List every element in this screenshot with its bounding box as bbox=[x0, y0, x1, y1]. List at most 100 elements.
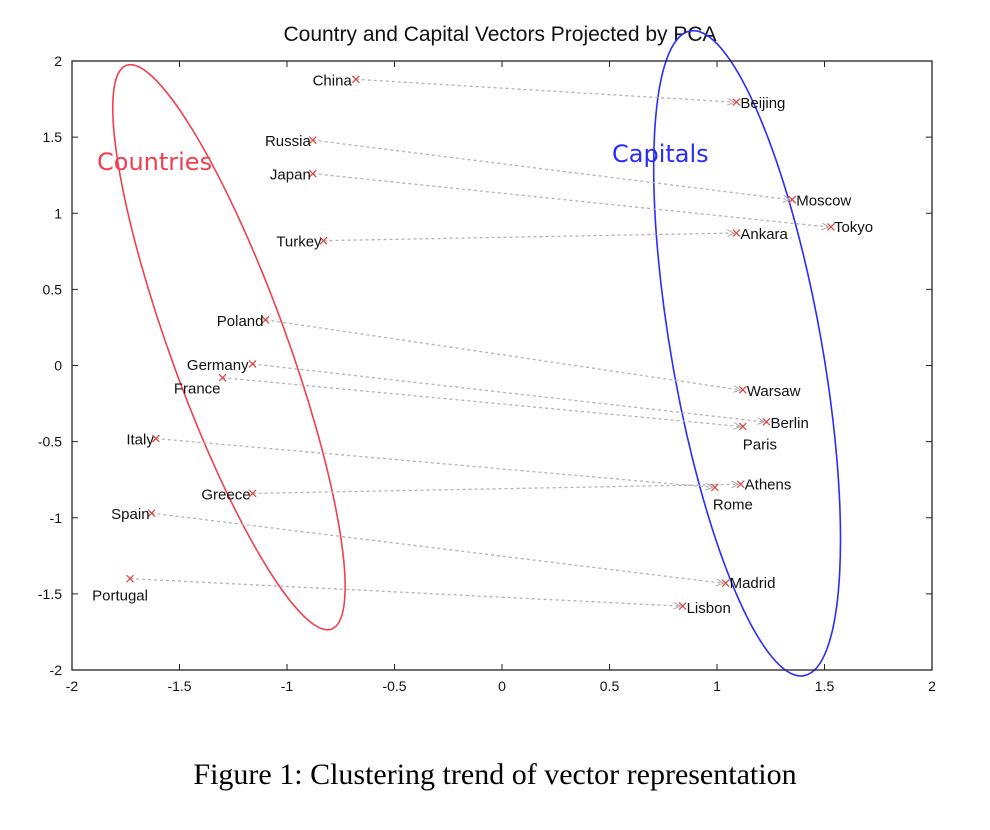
marker-russia-stroke bbox=[308, 136, 317, 145]
marker-tokyo bbox=[827, 223, 835, 231]
arrow-china-to-beijing bbox=[355, 78, 734, 102]
marker-lisbon bbox=[678, 602, 687, 610]
marker-greece-stroke bbox=[248, 489, 257, 498]
y-tick-label: -2 bbox=[50, 662, 63, 678]
marker-athens bbox=[736, 480, 745, 489]
marker-rome bbox=[710, 483, 719, 492]
marker-poland bbox=[261, 315, 270, 324]
capital-label: Berlin bbox=[770, 415, 808, 432]
capital-label: Beijing bbox=[740, 95, 785, 112]
marker-moscow bbox=[788, 195, 797, 204]
country-label: Germany bbox=[187, 357, 249, 374]
y-tick-label: 2 bbox=[54, 53, 62, 69]
capital-label: Moscow bbox=[796, 193, 851, 210]
pca-scatter-chart: Country and Capital Vectors Projected by… bbox=[38, 23, 936, 694]
marker-rome-stroke bbox=[710, 483, 719, 492]
y-tick-label: 1 bbox=[54, 205, 62, 221]
marker-japan-stroke bbox=[308, 169, 317, 178]
y-tick-label: -0.5 bbox=[38, 434, 62, 450]
arrow-italy-to-rome bbox=[155, 437, 712, 488]
y-tick-label: 0 bbox=[54, 358, 62, 374]
marker-spain bbox=[147, 509, 156, 518]
marker-berlin-stroke bbox=[762, 417, 771, 426]
country-label: Poland bbox=[217, 313, 264, 330]
country-label: China bbox=[313, 72, 353, 89]
marker-russia bbox=[308, 136, 317, 145]
marker-france-stroke bbox=[218, 373, 227, 382]
capitals-ellipse bbox=[652, 29, 842, 677]
y-tick-label: -1.5 bbox=[38, 586, 62, 602]
marker-spain-stroke bbox=[147, 509, 156, 518]
marker-beijing-stroke bbox=[732, 98, 741, 107]
marker-ankara bbox=[732, 229, 741, 237]
marker-turkey-stroke bbox=[319, 236, 328, 245]
capital-label: Paris bbox=[743, 436, 777, 453]
marker-athens-stroke bbox=[736, 480, 745, 489]
capital-label: Rome bbox=[713, 496, 753, 513]
country-label: Turkey bbox=[276, 234, 322, 251]
marker-italy-stroke bbox=[151, 434, 160, 443]
arrow-japan-to-tokyo bbox=[312, 173, 828, 227]
marker-portugal-stroke bbox=[126, 574, 134, 583]
marker-portugal bbox=[126, 574, 134, 583]
marker-madrid bbox=[721, 579, 730, 588]
capital-label: Lisbon bbox=[687, 600, 731, 617]
arrow-france-to-paris bbox=[222, 377, 740, 427]
arrow-spain-to-madrid bbox=[151, 512, 723, 583]
capital-label: Athens bbox=[745, 476, 792, 493]
chart-title: Country and Capital Vectors Projected by… bbox=[283, 23, 716, 46]
marker-china-stroke bbox=[351, 75, 360, 84]
capital-label: Ankara bbox=[740, 226, 788, 243]
marker-france bbox=[218, 373, 227, 382]
capital-label: Tokyo bbox=[834, 219, 873, 236]
countries-ellipse bbox=[111, 63, 346, 631]
arrow-portugal-to-lisbon bbox=[130, 578, 680, 606]
marker-china bbox=[351, 75, 360, 84]
country-label: Japan bbox=[270, 167, 311, 184]
marker-lisbon-stroke bbox=[678, 602, 687, 610]
arrow-poland-to-warsaw bbox=[265, 319, 740, 390]
y-tick-label: 0.5 bbox=[43, 281, 63, 297]
marker-italy bbox=[151, 434, 160, 443]
marker-paris bbox=[738, 422, 747, 431]
marker-tokyo-stroke bbox=[827, 223, 835, 231]
arrow-turkey-to-ankara bbox=[323, 233, 734, 242]
x-tick-label: -1.5 bbox=[167, 678, 191, 694]
marker-madrid-stroke bbox=[721, 579, 730, 588]
marker-greece bbox=[248, 489, 257, 498]
arrow-russia-to-moscow bbox=[312, 139, 789, 199]
x-tick-label: 1 bbox=[713, 678, 721, 694]
y-tick-label: 1.5 bbox=[43, 129, 63, 145]
marker-germany bbox=[248, 360, 257, 368]
x-tick-label: 1.5 bbox=[815, 678, 835, 694]
country-label: Russia bbox=[265, 133, 312, 150]
marker-paris-stroke bbox=[738, 422, 747, 431]
x-tick-label: 0.5 bbox=[600, 678, 620, 694]
marker-warsaw bbox=[738, 385, 747, 394]
arrow-germany-to-berlin bbox=[252, 363, 764, 422]
marker-beijing bbox=[732, 98, 741, 107]
country-label: France bbox=[174, 381, 221, 398]
capital-label: Madrid bbox=[730, 575, 776, 592]
country-label: Spain bbox=[111, 506, 149, 523]
marker-germany-stroke bbox=[248, 360, 257, 368]
marker-poland-stroke bbox=[261, 315, 270, 324]
marker-berlin bbox=[762, 417, 771, 426]
marker-warsaw-stroke bbox=[738, 385, 747, 394]
x-tick-label: 2 bbox=[928, 678, 936, 694]
figure-caption: Figure 1: Clustering trend of vector rep… bbox=[193, 758, 797, 791]
x-tick-label: 0 bbox=[498, 678, 506, 694]
capitals-group-label: Capitals bbox=[612, 140, 709, 168]
country-label: Italy bbox=[126, 432, 154, 449]
capital-label: Warsaw bbox=[747, 383, 801, 400]
marker-japan bbox=[308, 169, 317, 178]
marker-turkey bbox=[319, 236, 328, 245]
x-tick-label: -1 bbox=[281, 678, 294, 694]
x-tick-label: -2 bbox=[66, 678, 79, 694]
marker-moscow-stroke bbox=[788, 195, 797, 204]
countries-group-label: Countries bbox=[97, 148, 212, 176]
x-tick-label: -0.5 bbox=[382, 678, 406, 694]
country-label: Portugal bbox=[92, 588, 148, 605]
y-tick-label: -1 bbox=[50, 510, 63, 526]
marker-ankara-stroke bbox=[732, 229, 741, 237]
